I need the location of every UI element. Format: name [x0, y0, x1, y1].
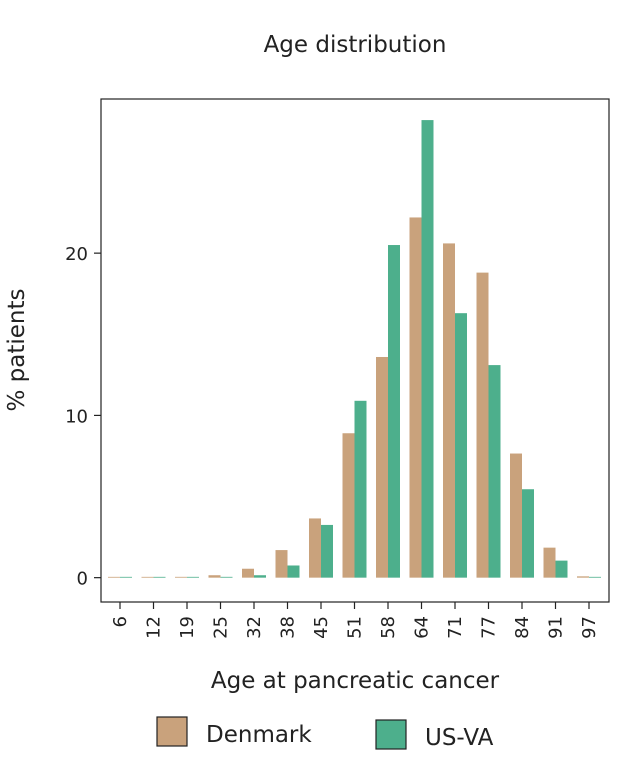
legend-swatch-us-va [375, 719, 407, 750]
bar-denmark-6 [108, 576, 120, 578]
bar-denmark-12 [141, 576, 154, 578]
bar-us-va-58 [388, 245, 400, 578]
x-tick-label-64: 64 [412, 616, 433, 639]
bar-denmark-51 [342, 433, 355, 578]
bar-denmark-58 [376, 356, 388, 578]
x-axis-label: Age at pancreatic cancer [211, 668, 500, 694]
x-tick-label-84: 84 [512, 616, 533, 639]
plot-area [100, 98, 610, 603]
x-tick-label-32: 32 [244, 616, 265, 639]
bar-denmark-45 [309, 518, 321, 578]
bar-us-va-77 [488, 365, 501, 578]
x-tick-label-25: 25 [211, 616, 232, 639]
bar-us-va-97 [589, 576, 601, 578]
bar-us-va-38 [287, 565, 300, 578]
y-axis-label: % patients [4, 289, 30, 412]
bar-us-va-6 [120, 576, 132, 578]
x-tick-label-45: 45 [311, 616, 332, 639]
bar-us-va-51 [354, 400, 367, 578]
bar-denmark-97 [577, 576, 589, 578]
x-tick-label-77: 77 [479, 616, 500, 639]
bar-denmark-64 [409, 217, 422, 578]
bar-us-va-19 [187, 576, 199, 578]
x-tick-label-19: 19 [177, 616, 198, 639]
bar-denmark-71 [443, 243, 455, 578]
x-tick-label-51: 51 [345, 616, 366, 639]
bar-denmark-38 [275, 550, 288, 578]
x-tick-label-58: 58 [378, 616, 399, 639]
bar-denmark-84 [510, 453, 522, 578]
bar-us-va-32 [254, 575, 266, 578]
x-tick-label-91: 91 [546, 616, 567, 639]
bar-us-va-45 [321, 524, 333, 578]
legend-label-us-va: US-VA [425, 725, 494, 751]
bar-denmark-25 [208, 575, 221, 578]
x-tick-label-97: 97 [579, 616, 600, 639]
x-tick-label-38: 38 [278, 616, 299, 639]
bar-us-va-12 [153, 576, 166, 578]
bar-denmark-77 [476, 272, 489, 578]
bar-us-va-25 [220, 576, 233, 578]
chart-title: Age distribution [264, 32, 447, 58]
bar-denmark-91 [543, 547, 556, 578]
legend-swatch-denmark [156, 716, 188, 747]
bar-denmark-19 [175, 576, 187, 578]
y-tick-label-10: 10 [65, 406, 88, 427]
y-tick-label-0: 0 [77, 569, 88, 590]
legend-label-denmark: Denmark [206, 722, 312, 748]
y-tick-label-20: 20 [65, 244, 88, 265]
bar-us-va-91 [555, 560, 568, 578]
x-tick-label-12: 12 [144, 616, 165, 639]
x-tick-label-6: 6 [110, 616, 131, 627]
bar-us-va-64 [421, 120, 434, 578]
x-tick-label-71: 71 [445, 616, 466, 639]
bar-us-va-84 [522, 489, 534, 578]
legend: Denmark US-VA [156, 716, 494, 751]
bar-denmark-32 [242, 568, 254, 578]
bar-us-va-71 [455, 313, 467, 578]
